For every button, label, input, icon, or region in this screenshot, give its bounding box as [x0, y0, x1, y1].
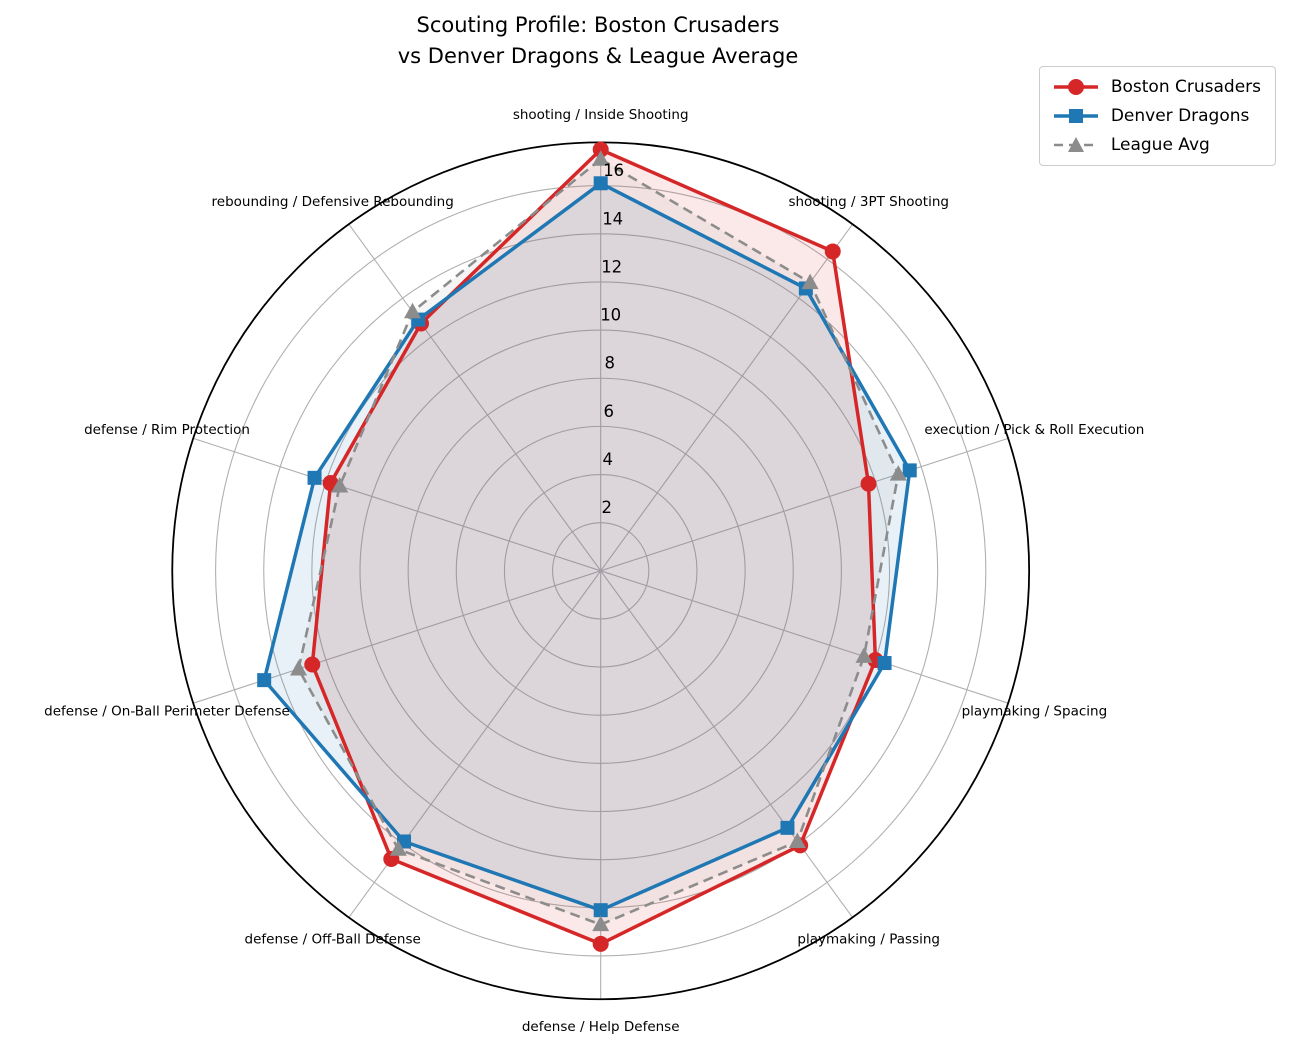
marker-triangle-league-avg [404, 302, 422, 319]
marker-square-denver-dragons [307, 470, 322, 485]
marker-triangle-league-avg [855, 647, 873, 663]
legend-item-league-avg: League Avg [1051, 134, 1261, 156]
category-label: defense / Rim Protection [84, 422, 250, 438]
series-fill-denver-dragons [264, 183, 910, 911]
marker-triangle-league-avg [290, 659, 308, 676]
marker-square-denver-dragons [877, 656, 892, 671]
legend-marker-gray-triangle-icon [1053, 137, 1098, 152]
marker-triangle-league-avg [592, 150, 610, 166]
category-label: playmaking / Spacing [962, 704, 1108, 720]
category-label: defense / Off-Ball Defense [245, 932, 421, 948]
category-label: playmaking / Passing [797, 932, 940, 948]
marker-triangle-league-avg [889, 465, 907, 481]
chart-title-line1: Scouting Profile: Boston Crusaders [416, 13, 780, 37]
marker-circle-boston-crusaders [592, 141, 609, 158]
marker-square-denver-dragons [593, 903, 608, 918]
r-tick-label: 4 [602, 450, 613, 469]
axis-spoke [600, 570, 853, 918]
category-label: execution / Pick & Roll Execution [924, 422, 1144, 438]
marker-square-denver-dragons [257, 673, 272, 688]
marker-circle-boston-crusaders [824, 243, 841, 260]
marker-triangle-league-avg [788, 832, 806, 848]
marker-circle-boston-crusaders [304, 656, 321, 673]
legend-label: Denver Dragons [1110, 106, 1250, 126]
series-fill-boston-crusaders [312, 149, 876, 944]
marker-square-denver-dragons [902, 463, 917, 478]
legend-item-denver-dragons: Denver Dragons [1051, 105, 1261, 127]
axis-spoke [600, 570, 1009, 704]
category-label: shooting / Inside Shooting [513, 107, 689, 123]
marker-triangle-league-avg [592, 915, 610, 932]
category-label: rebounding / Defensive Rebounding [212, 194, 454, 210]
category-label: defense / On-Ball Perimeter Defense [44, 704, 290, 720]
marker-circle-boston-crusaders [860, 475, 877, 492]
category-label: shooting / 3PT Shooting [788, 194, 949, 210]
legend: Boston Crusaders Denver Dragons League A… [1038, 66, 1276, 166]
chart-title: Scouting Profile: Boston Crusaders vs De… [398, 10, 799, 72]
marker-triangle-league-avg [801, 273, 819, 290]
legend-item-boston-crusaders: Boston Crusaders [1051, 76, 1261, 98]
axis-spoke [600, 437, 1009, 572]
chart-title-line2: vs Denver Dragons & League Average [397, 44, 799, 68]
r-tick-label: 6 [603, 402, 614, 421]
marker-square-denver-dragons [593, 176, 608, 191]
r-tick-label: 2 [601, 498, 612, 517]
marker-triangle-league-avg [331, 477, 349, 493]
r-tick-label: 14 [602, 209, 623, 228]
category-label: defense / Help Defense [522, 1019, 680, 1035]
legend-label: Boston Crusaders [1110, 77, 1261, 97]
legend-marker-blue-square-icon [1053, 109, 1098, 123]
legend-label: League Avg [1110, 135, 1210, 155]
r-tick-label: 16 [603, 161, 624, 180]
r-tick-label: 10 [600, 306, 621, 325]
legend-marker-red-circle-icon [1053, 79, 1098, 95]
marker-square-denver-dragons [780, 820, 795, 835]
marker-triangle-league-avg [389, 840, 407, 856]
axis-spoke [348, 223, 602, 572]
r-tick-label: 8 [604, 354, 615, 373]
axis-spoke [193, 437, 601, 572]
r-tick-label: 12 [601, 257, 622, 276]
marker-circle-boston-crusaders [592, 935, 609, 952]
series-fill-league-avg [298, 159, 899, 925]
